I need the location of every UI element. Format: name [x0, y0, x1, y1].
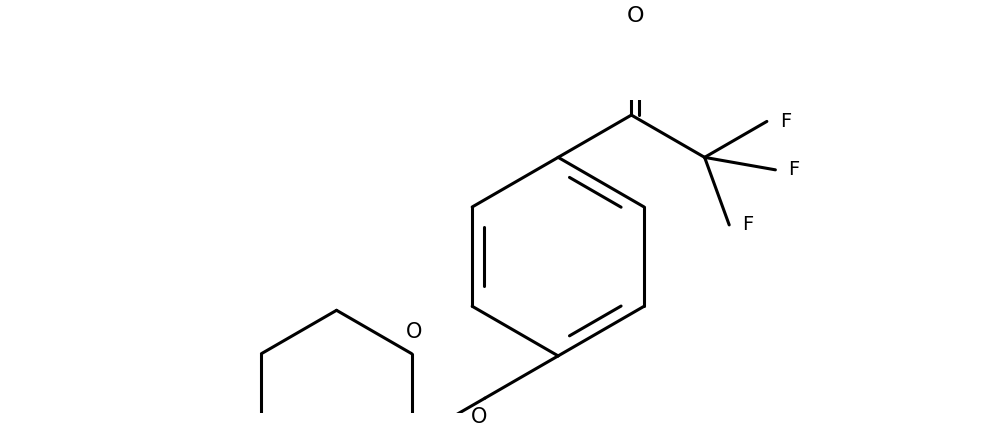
Text: O: O: [627, 6, 644, 26]
Text: F: F: [780, 112, 792, 131]
Text: F: F: [789, 160, 800, 179]
Text: F: F: [742, 215, 753, 235]
Text: O: O: [405, 322, 423, 342]
Text: O: O: [471, 407, 487, 427]
